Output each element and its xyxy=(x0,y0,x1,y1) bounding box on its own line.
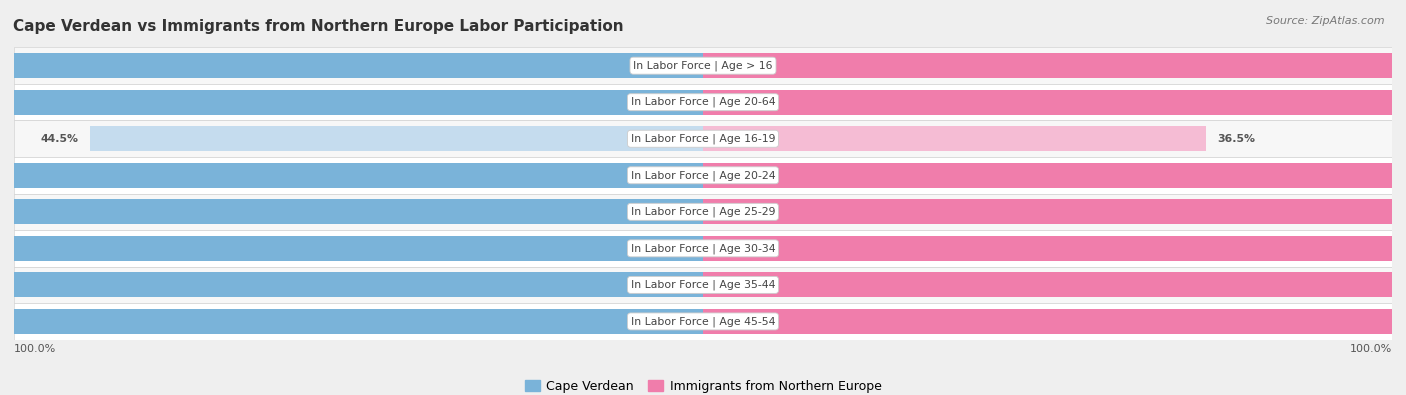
Text: In Labor Force | Age 45-54: In Labor Force | Age 45-54 xyxy=(631,316,775,327)
Bar xyxy=(703,273,1406,297)
Bar xyxy=(703,199,1406,224)
Bar xyxy=(0,163,703,188)
Bar xyxy=(0,236,703,261)
Legend: Cape Verdean, Immigrants from Northern Europe: Cape Verdean, Immigrants from Northern E… xyxy=(519,375,887,395)
Bar xyxy=(0,199,703,224)
Bar xyxy=(14,157,1392,194)
Text: In Labor Force | Age 20-64: In Labor Force | Age 20-64 xyxy=(631,97,775,107)
Bar xyxy=(14,47,1392,84)
Text: 100.0%: 100.0% xyxy=(1350,344,1392,354)
Bar xyxy=(14,267,1392,303)
Text: Source: ZipAtlas.com: Source: ZipAtlas.com xyxy=(1267,16,1385,26)
Text: In Labor Force | Age 16-19: In Labor Force | Age 16-19 xyxy=(631,134,775,144)
Text: Cape Verdean vs Immigrants from Northern Europe Labor Participation: Cape Verdean vs Immigrants from Northern… xyxy=(13,19,623,34)
Text: In Labor Force | Age 35-44: In Labor Force | Age 35-44 xyxy=(631,280,775,290)
Bar xyxy=(703,163,1406,188)
Bar xyxy=(703,126,1206,151)
Text: In Labor Force | Age > 16: In Labor Force | Age > 16 xyxy=(633,60,773,71)
Bar xyxy=(0,309,703,334)
Bar xyxy=(90,126,703,151)
Bar xyxy=(0,90,703,115)
Bar xyxy=(0,273,703,297)
Text: In Labor Force | Age 30-34: In Labor Force | Age 30-34 xyxy=(631,243,775,254)
Bar xyxy=(14,303,1392,340)
Text: In Labor Force | Age 20-24: In Labor Force | Age 20-24 xyxy=(631,170,775,181)
Bar xyxy=(0,53,703,78)
Text: 44.5%: 44.5% xyxy=(41,134,79,144)
Text: 100.0%: 100.0% xyxy=(14,344,56,354)
Bar xyxy=(703,53,1406,78)
Bar xyxy=(14,194,1392,230)
Bar xyxy=(14,84,1392,120)
Bar xyxy=(703,309,1406,334)
Text: 36.5%: 36.5% xyxy=(1218,134,1256,144)
Bar xyxy=(14,230,1392,267)
Bar xyxy=(703,236,1406,261)
Bar xyxy=(14,120,1392,157)
Text: In Labor Force | Age 25-29: In Labor Force | Age 25-29 xyxy=(631,207,775,217)
Bar xyxy=(703,90,1406,115)
